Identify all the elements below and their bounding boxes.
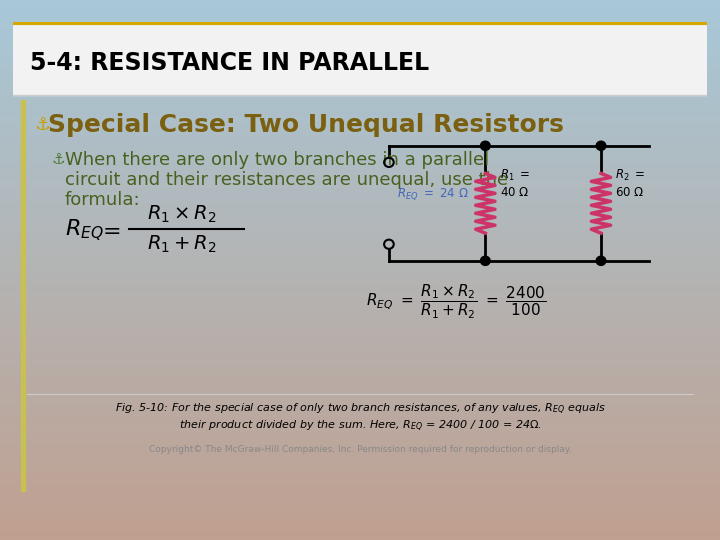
Circle shape [480,141,490,151]
Text: Special Case: Two Unequal Resistors: Special Case: Two Unequal Resistors [48,113,564,137]
Text: $R_1\ =$: $R_1\ =$ [500,168,530,183]
Circle shape [480,256,490,265]
Circle shape [596,141,606,151]
Text: $60\ \Omega$: $60\ \Omega$ [616,186,645,199]
Text: ⚓: ⚓ [52,152,65,167]
Circle shape [596,256,606,265]
Text: $R_2\ =$: $R_2\ =$ [616,168,646,183]
Text: their product divided by the sum. Here, $R_{EQ}$ = 2400 / 100 = 24$\Omega$.: their product divided by the sum. Here, … [179,419,541,434]
Text: 5-4: RESISTANCE IN PARALLEL: 5-4: RESISTANCE IN PARALLEL [30,51,429,75]
Text: circuit and their resistances are unequal, use the: circuit and their resistances are unequa… [65,171,508,189]
Text: $R_{EQ}\ =\ 24\ \Omega$: $R_{EQ}\ =\ 24\ \Omega$ [397,186,468,202]
Bar [13,22,707,95]
Text: $40\ \Omega$: $40\ \Omega$ [500,186,529,199]
Text: Copyright© The McGraw-Hill Companies, Inc. Permission required for reproduction : Copyright© The McGraw-Hill Companies, In… [148,445,572,454]
Text: $R_{EQ}\ =\ \dfrac{R_1 \times R_2}{R_1 + R_2}\ =\ \dfrac{2400}{100}$: $R_{EQ}\ =\ \dfrac{R_1 \times R_2}{R_1 +… [366,283,546,321]
Bar [21,100,25,491]
Text: $R_{EQ}$: $R_{EQ}$ [65,218,104,243]
Text: $R_1 \times R_2$: $R_1 \times R_2$ [147,204,217,225]
Text: Fig. 5-10: For the special case of only two branch resistances, of any values, $: Fig. 5-10: For the special case of only … [114,402,606,417]
Text: ⚓: ⚓ [34,116,50,133]
Text: $R_1 + R_2$: $R_1 + R_2$ [147,234,217,255]
Text: formula:: formula: [65,191,140,209]
Text: When there are only two branches in a parallel: When there are only two branches in a pa… [65,151,490,168]
Text: $=$: $=$ [98,220,121,240]
